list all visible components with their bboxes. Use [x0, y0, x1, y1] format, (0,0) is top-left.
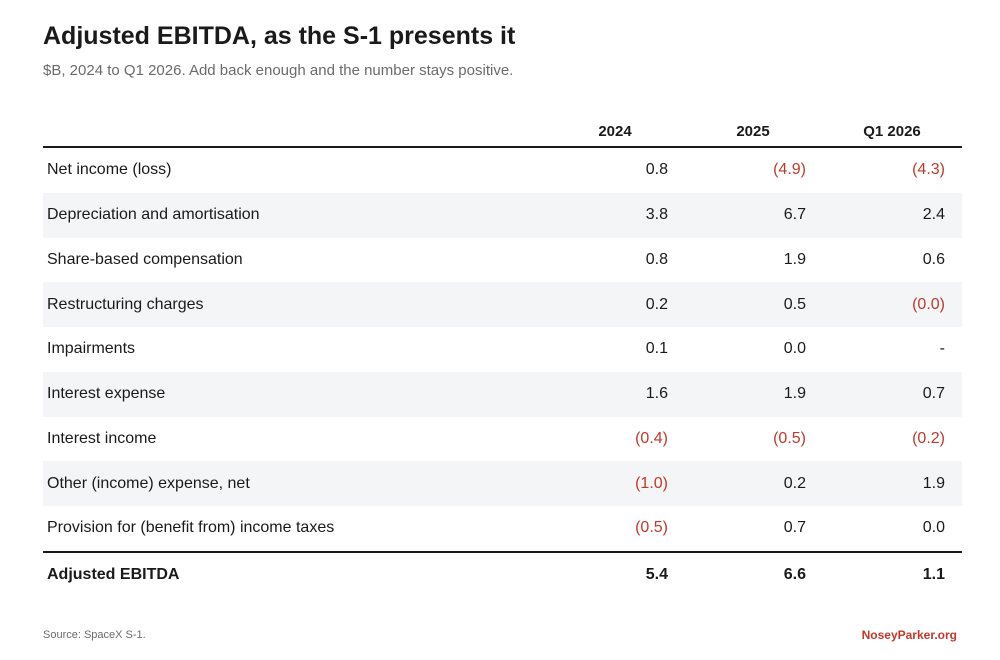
cell-2024: 1.6: [645, 385, 668, 403]
source-note: Source: SpaceX S-1.: [43, 629, 146, 641]
cell-2025: 0.0: [783, 340, 806, 358]
table-row: Interest expense 1.6 1.9 0.7: [43, 371, 962, 417]
table-header: 2024 2025 Q1 2026: [43, 112, 962, 148]
cell-q1-2026: 0.0: [922, 519, 945, 537]
table-row: Share-based compensation 0.8 1.9 0.6: [43, 238, 962, 283]
cell-q1-2026: 1.9: [922, 474, 945, 492]
table-row: Interest income (0.4) (0.5) (0.2): [43, 417, 962, 462]
cell-2025: 1.9: [783, 250, 806, 268]
table-row: Provision for (benefit from) income taxe…: [43, 506, 962, 551]
row-label: Depreciation and amortisation: [47, 206, 260, 224]
total-2024: 5.4: [645, 565, 668, 583]
row-label: Net income (loss): [47, 161, 172, 179]
table-row: Net income (loss) 0.8 (4.9) (4.3): [43, 148, 962, 193]
row-label: Share-based compensation: [47, 250, 243, 268]
row-label: Interest expense: [47, 385, 166, 403]
cell-2025: 0.7: [783, 519, 806, 537]
cell-2024: 0.8: [645, 161, 668, 179]
total-label: Adjusted EBITDA: [47, 565, 180, 583]
cell-q1-2026: (0.0): [912, 295, 945, 313]
table-row: Other (income) expense, net (1.0) 0.2 1.…: [43, 461, 962, 506]
table-row: Impairments 0.1 0.0 -: [43, 327, 962, 372]
cell-2025: 6.7: [783, 206, 806, 224]
cell-2025: (4.9): [773, 161, 806, 179]
cell-2024: (0.5): [635, 519, 668, 537]
row-label: Restructuring charges: [47, 295, 204, 313]
table-row: Depreciation and amortisation 3.8 6.7 2.…: [43, 192, 962, 238]
cell-2024: (0.4): [635, 429, 668, 447]
page-title: Adjusted EBITDA, as the S-1 presents it: [43, 22, 516, 50]
cell-2024: 3.8: [645, 206, 668, 224]
cell-q1-2026: 2.4: [922, 206, 945, 224]
total-2025: 6.6: [783, 565, 806, 583]
cell-2025: (0.5): [773, 429, 806, 447]
cell-q1-2026: (0.2): [912, 429, 945, 447]
cell-2024: 0.1: [645, 340, 668, 358]
cell-q1-2026: 0.7: [922, 385, 945, 403]
row-label: Impairments: [47, 340, 136, 358]
cell-2025: 0.2: [783, 474, 806, 492]
cell-q1-2026: -: [939, 340, 945, 358]
cell-q1-2026: (4.3): [912, 161, 945, 179]
column-header-2025: 2025: [736, 123, 770, 140]
ebitda-table: 2024 2025 Q1 2026 Net income (loss) 0.8 …: [43, 112, 962, 597]
brand-link[interactable]: NoseyParker.org: [861, 628, 957, 642]
total-q1-2026: 1.1: [922, 565, 945, 583]
cell-2024: 0.2: [645, 295, 668, 313]
cell-q1-2026: 0.6: [922, 250, 945, 268]
cell-2025: 0.5: [783, 295, 806, 313]
cell-2025: 1.9: [783, 385, 806, 403]
column-header-2024: 2024: [598, 123, 632, 140]
table-body: Net income (loss) 0.8 (4.9) (4.3) Deprec…: [43, 148, 962, 553]
page-subtitle: $B, 2024 to Q1 2026. Add back enough and…: [43, 62, 514, 79]
column-header-q1-2026: Q1 2026: [863, 123, 921, 140]
table-row: Restructuring charges 0.2 0.5 (0.0): [43, 282, 962, 327]
row-label: Provision for (benefit from) income taxe…: [47, 519, 335, 537]
cell-2024: 0.8: [645, 250, 668, 268]
row-label: Interest income: [47, 429, 157, 447]
total-row: Adjusted EBITDA 5.4 6.6 1.1: [43, 553, 962, 597]
row-label: Other (income) expense, net: [47, 474, 250, 492]
cell-2024: (1.0): [635, 474, 668, 492]
